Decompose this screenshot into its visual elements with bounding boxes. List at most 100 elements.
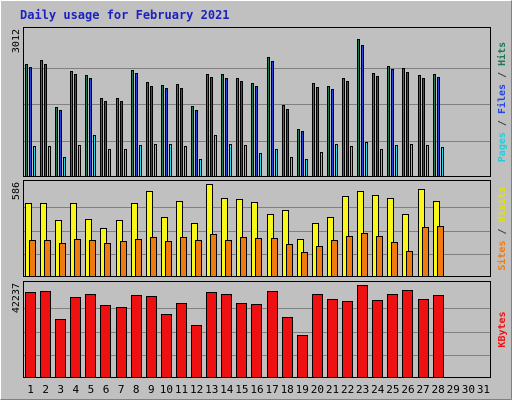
panel-visits: 586 Sites / Visits bbox=[11, 180, 508, 277]
bar-sites-day-24 bbox=[376, 236, 383, 277]
x-tick-day-7: 7 bbox=[118, 383, 125, 396]
legend-visits: Visits bbox=[496, 186, 508, 222]
bar-kbytes-day-3 bbox=[55, 319, 66, 378]
bar-hits-day-26 bbox=[402, 68, 405, 177]
bar-files-day-14 bbox=[225, 78, 228, 177]
x-tick-day-15: 15 bbox=[235, 383, 248, 396]
bar-kbytes-day-28 bbox=[433, 295, 444, 378]
legend-sites: Sites bbox=[496, 241, 508, 271]
bar-files-day-19 bbox=[301, 131, 304, 177]
bar-files-day-28 bbox=[437, 77, 440, 177]
x-tick-day-30: 30 bbox=[462, 383, 475, 396]
bar-files-day-4 bbox=[74, 74, 77, 177]
bar-kbytes-day-27 bbox=[418, 299, 429, 378]
bar-sites-day-26 bbox=[406, 251, 413, 277]
bar-files-day-16 bbox=[255, 86, 258, 177]
bar-pages-day-9 bbox=[154, 144, 157, 177]
bar-sites-day-8 bbox=[135, 239, 142, 277]
bar-hits-day-6 bbox=[100, 98, 103, 177]
bar-files-day-27 bbox=[422, 78, 425, 177]
kbytes-side-label: KBytes bbox=[497, 311, 508, 347]
hits-ymax-label: 3012 bbox=[11, 29, 22, 53]
bar-sites-day-27 bbox=[422, 227, 429, 277]
bar-hits-day-10 bbox=[161, 85, 164, 177]
bar-sites-day-28 bbox=[437, 226, 444, 277]
x-tick-day-26: 26 bbox=[401, 383, 414, 396]
bar-sites-day-16 bbox=[255, 238, 262, 277]
bar-visits-day-18 bbox=[282, 210, 289, 277]
bar-kbytes-day-9 bbox=[146, 296, 157, 378]
bar-kbytes-day-4 bbox=[70, 297, 81, 378]
bar-sites-day-15 bbox=[240, 237, 247, 277]
bar-kbytes-day-19 bbox=[297, 335, 308, 378]
bar-sites-day-3 bbox=[59, 243, 66, 277]
bar-pages-day-19 bbox=[305, 159, 308, 177]
bar-pages-day-14 bbox=[229, 144, 232, 177]
series-sites bbox=[29, 226, 444, 277]
bar-hits-day-4 bbox=[70, 71, 73, 177]
bar-sites-day-4 bbox=[74, 239, 81, 277]
bar-pages-day-18 bbox=[290, 157, 293, 177]
bar-pages-day-28 bbox=[441, 147, 444, 177]
x-tick-day-21: 21 bbox=[326, 383, 339, 396]
bar-sites-day-17 bbox=[271, 238, 278, 277]
bar-pages-day-20 bbox=[320, 152, 323, 177]
x-tick-day-13: 13 bbox=[205, 383, 218, 396]
x-tick-day-29: 29 bbox=[447, 383, 460, 396]
bar-files-day-24 bbox=[376, 76, 379, 177]
x-tick-day-12: 12 bbox=[190, 383, 203, 396]
series-pages bbox=[33, 135, 444, 177]
x-tick-day-19: 19 bbox=[296, 383, 309, 396]
bar-kbytes-day-25 bbox=[387, 294, 398, 378]
bar-hits-day-25 bbox=[387, 66, 390, 177]
bar-pages-day-5 bbox=[93, 135, 96, 177]
bar-sites-day-23 bbox=[361, 233, 368, 277]
bar-hits-day-18 bbox=[282, 105, 285, 177]
x-tick-day-11: 11 bbox=[175, 383, 188, 396]
bar-pages-day-16 bbox=[259, 153, 262, 177]
bar-pages-day-22 bbox=[350, 146, 353, 177]
bar-sites-day-12 bbox=[195, 240, 202, 277]
bar-files-day-7 bbox=[120, 101, 123, 177]
x-tick-day-23: 23 bbox=[356, 383, 369, 396]
bar-pages-day-10 bbox=[169, 144, 172, 177]
series-kbytes bbox=[25, 285, 444, 378]
bar-kbytes-day-6 bbox=[100, 305, 111, 378]
x-tick-day-20: 20 bbox=[311, 383, 324, 396]
bar-pages-day-11 bbox=[184, 146, 187, 177]
x-tick-day-8: 8 bbox=[133, 383, 140, 396]
bar-pages-day-21 bbox=[335, 144, 338, 177]
bar-files-day-21 bbox=[331, 89, 334, 177]
bar-pages-day-15 bbox=[244, 145, 247, 177]
bar-pages-day-7 bbox=[124, 149, 127, 177]
bar-files-day-1 bbox=[29, 67, 32, 177]
bar-pages-day-1 bbox=[33, 146, 36, 177]
bar-kbytes-day-22 bbox=[342, 301, 353, 378]
bar-hits-day-2 bbox=[40, 60, 43, 177]
bar-hits-day-8 bbox=[131, 70, 134, 177]
bar-kbytes-day-2 bbox=[40, 291, 51, 378]
bar-hits-day-12 bbox=[191, 106, 194, 177]
bar-pages-day-24 bbox=[380, 149, 383, 177]
bar-kbytes-day-21 bbox=[327, 299, 338, 378]
panel-kbytes: 42237 KBytes bbox=[11, 281, 508, 378]
bar-files-day-15 bbox=[240, 81, 243, 177]
x-tick-day-18: 18 bbox=[281, 383, 294, 396]
visits-ymax-label: 586 bbox=[11, 182, 22, 200]
bar-kbytes-day-10 bbox=[161, 314, 172, 378]
bar-visits-day-13 bbox=[206, 184, 213, 277]
bar-kbytes-day-12 bbox=[191, 325, 202, 378]
bar-hits-day-16 bbox=[251, 83, 254, 177]
x-tick-day-9: 9 bbox=[148, 383, 155, 396]
bar-pages-day-25 bbox=[395, 145, 398, 177]
bar-hits-day-17 bbox=[267, 57, 270, 177]
bar-sites-day-1 bbox=[29, 240, 36, 277]
bar-files-day-3 bbox=[59, 110, 62, 177]
bar-sites-day-22 bbox=[346, 236, 353, 277]
legend-kbytes: KBytes bbox=[497, 311, 508, 347]
x-tick-day-1: 1 bbox=[27, 383, 34, 396]
x-tick-day-3: 3 bbox=[57, 383, 64, 396]
chart-panels: 3012 Pages / Files / Hits 586 Sites / Visit… bbox=[11, 27, 508, 378]
bar-hits-day-23 bbox=[357, 39, 360, 177]
